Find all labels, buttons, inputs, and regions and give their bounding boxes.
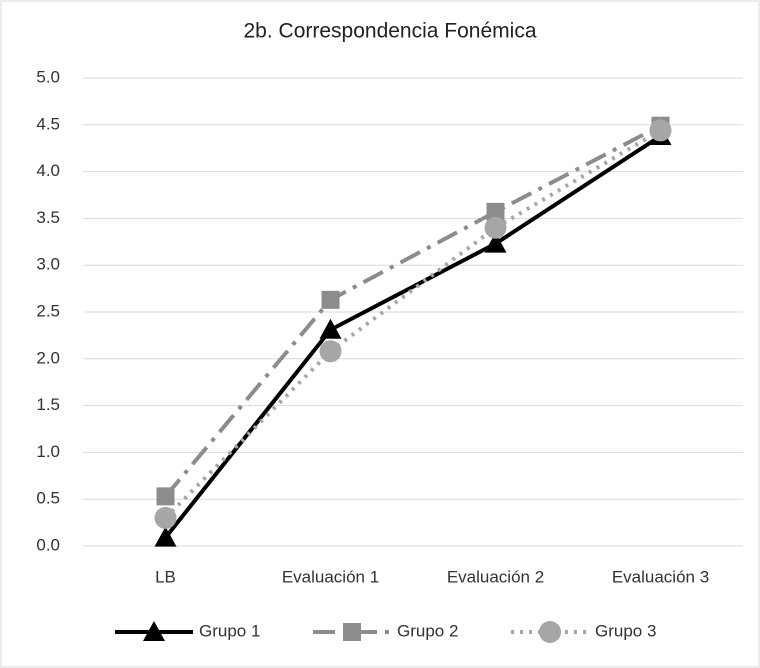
x-tick-label: Evaluación 2: [447, 567, 544, 586]
y-tick-label: 3.0: [36, 255, 60, 274]
data-point: [484, 216, 507, 239]
y-tick-label: 2.5: [36, 301, 60, 320]
data-point: [156, 487, 175, 506]
chart-title: 2b. Correspondencia Fonémica: [244, 20, 537, 43]
data-point: [319, 340, 342, 363]
data-point: [154, 506, 177, 529]
data-point: [154, 526, 177, 547]
y-tick-label: 4.0: [36, 161, 60, 180]
y-tick-label: 1.5: [36, 395, 60, 414]
y-tick-label: 4.5: [36, 114, 60, 133]
data-point: [484, 232, 507, 253]
legend-label: Grupo 3: [595, 621, 656, 640]
legend-marker: [343, 623, 361, 641]
x-tick-label: LB: [155, 567, 176, 586]
series-line: [163, 123, 662, 498]
legend-marker: [143, 621, 165, 641]
y-tick-label: 0.0: [36, 535, 60, 554]
series-line: [164, 128, 662, 520]
legend-marker: [539, 621, 561, 643]
y-tick-label: 3.5: [36, 208, 60, 227]
y-tick-label: 1.0: [36, 442, 60, 461]
x-tick-label: Evaluación 1: [282, 567, 379, 586]
legend-label: Grupo 2: [397, 621, 458, 640]
data-point: [649, 119, 672, 142]
data-point: [486, 202, 505, 221]
data-point: [321, 290, 340, 309]
y-tick-label: 0.5: [36, 489, 60, 508]
legend-label: Grupo 1: [199, 621, 260, 640]
data-point: [319, 318, 342, 339]
y-tick-label: 5.0: [36, 67, 60, 86]
x-tick-label: Evaluación 3: [612, 567, 709, 586]
y-tick-label: 2.0: [36, 348, 60, 367]
